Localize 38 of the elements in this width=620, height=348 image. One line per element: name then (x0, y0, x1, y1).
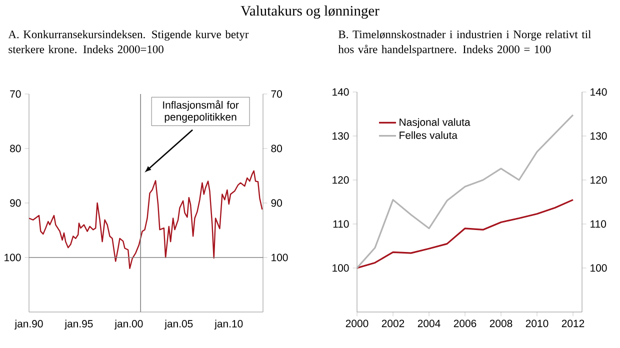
y-tick-label: 100 (332, 264, 349, 272)
y2-tick-label: 100 (590, 264, 607, 272)
y-tick-label: 140 (332, 88, 349, 96)
text: Valutakurs og lønninger (240, 6, 380, 19)
y2-tick-label: 90 (271, 199, 282, 207)
x-tick-label: jan.90 (14, 320, 43, 330)
y-tick-label: 90 (10, 199, 21, 207)
chart-subtitle: B. Timelønnskostnader i industrien i Norge relativt til hos våre handelspartnere. Indeks 2000 = 100 (338, 30, 591, 56)
y-tick-label: 100 (4, 254, 21, 262)
chart-subtitle: A. Konkurransekursindeksen. Stigende kurve betyr sterkere krone. Indeks 2000=100 (8, 30, 249, 54)
line-series (29, 170, 263, 269)
y2-tick-label: 130 (590, 132, 607, 140)
x-tick-label: jan.05 (164, 320, 193, 330)
x-tick-label: 2004 (418, 320, 440, 328)
y2-tick-label: 100 (272, 254, 288, 262)
y2-tick-label: 80 (271, 144, 282, 152)
x-tick-label: jan.95 (64, 320, 93, 330)
legend-label: Felles valuta (400, 131, 458, 139)
y-tick-label: 80 (10, 144, 21, 152)
y2-tick-label: 120 (590, 176, 607, 184)
x-tick-label: jan.10 (214, 320, 243, 330)
x-tick-label: jan.00 (114, 320, 143, 330)
ref-line-label: Inflasjonsmål for pengepolitikken (163, 100, 239, 123)
line-series (357, 199, 574, 269)
x-tick-label: 2002 (382, 320, 404, 328)
x-tick-label: 2006 (454, 320, 476, 328)
legend-label: Nasjonal valuta (400, 118, 470, 128)
y-tick-label: 120 (332, 176, 349, 184)
y-tick-label: 70 (10, 90, 21, 98)
y2-tick-label: 70 (271, 90, 282, 98)
x-tick-label: 2012 (562, 320, 584, 328)
y-tick-label: 110 (333, 220, 349, 228)
y2-tick-label: 110 (590, 220, 606, 228)
y2-tick-label: 140 (590, 88, 607, 96)
x-tick-label: 2000 (346, 320, 368, 328)
y-tick-label: 130 (332, 132, 349, 140)
x-tick-label: 2010 (526, 320, 548, 328)
x-tick-label: 2008 (490, 320, 512, 328)
